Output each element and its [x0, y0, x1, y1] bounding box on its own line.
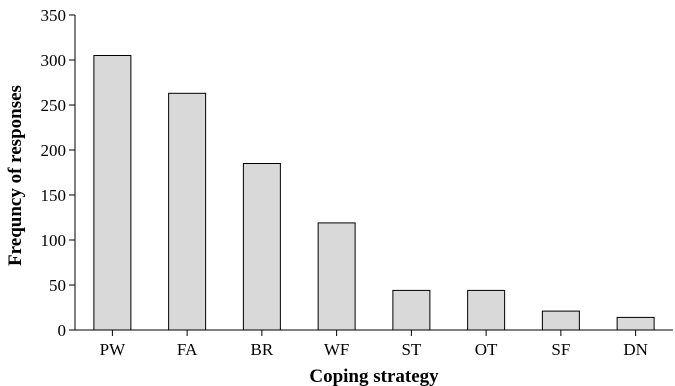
y-axis-ticks: 0 50 100 150 200 250 300 350 [41, 6, 75, 340]
y-tick-label: 300 [41, 51, 67, 70]
x-tick-label: SF [551, 340, 570, 359]
y-axis-title: Frequncy of responses [5, 85, 26, 266]
y-tick-label: 100 [41, 231, 67, 250]
x-axis-tick-labels: PW FA BR WF ST OT SF DN [100, 330, 648, 359]
x-tick-label: BR [251, 340, 274, 359]
x-tick-label: DN [623, 340, 648, 359]
bar-sf [541, 310, 580, 331]
y-tick-label: 0 [58, 321, 67, 340]
bars [93, 55, 655, 331]
y-tick-label: 350 [41, 6, 67, 25]
x-tick-label: FA [177, 340, 198, 359]
bar-dn [616, 316, 655, 331]
bar-br [242, 163, 281, 331]
y-tick-label: 50 [49, 276, 66, 295]
bar-st [392, 289, 431, 331]
bar-pw [93, 55, 132, 331]
y-tick-label: 150 [41, 186, 67, 205]
y-tick-label: 200 [41, 141, 67, 160]
x-tick-label: PW [100, 340, 126, 359]
x-tick-label: WF [324, 340, 350, 359]
x-tick-label: ST [401, 340, 421, 359]
y-tick-label: 250 [41, 96, 67, 115]
x-axis-title: Coping strategy [309, 366, 439, 386]
bar-wf [317, 222, 356, 331]
bar-fa [168, 92, 207, 331]
x-tick-label: OT [475, 340, 498, 359]
bar-ot [467, 289, 506, 331]
